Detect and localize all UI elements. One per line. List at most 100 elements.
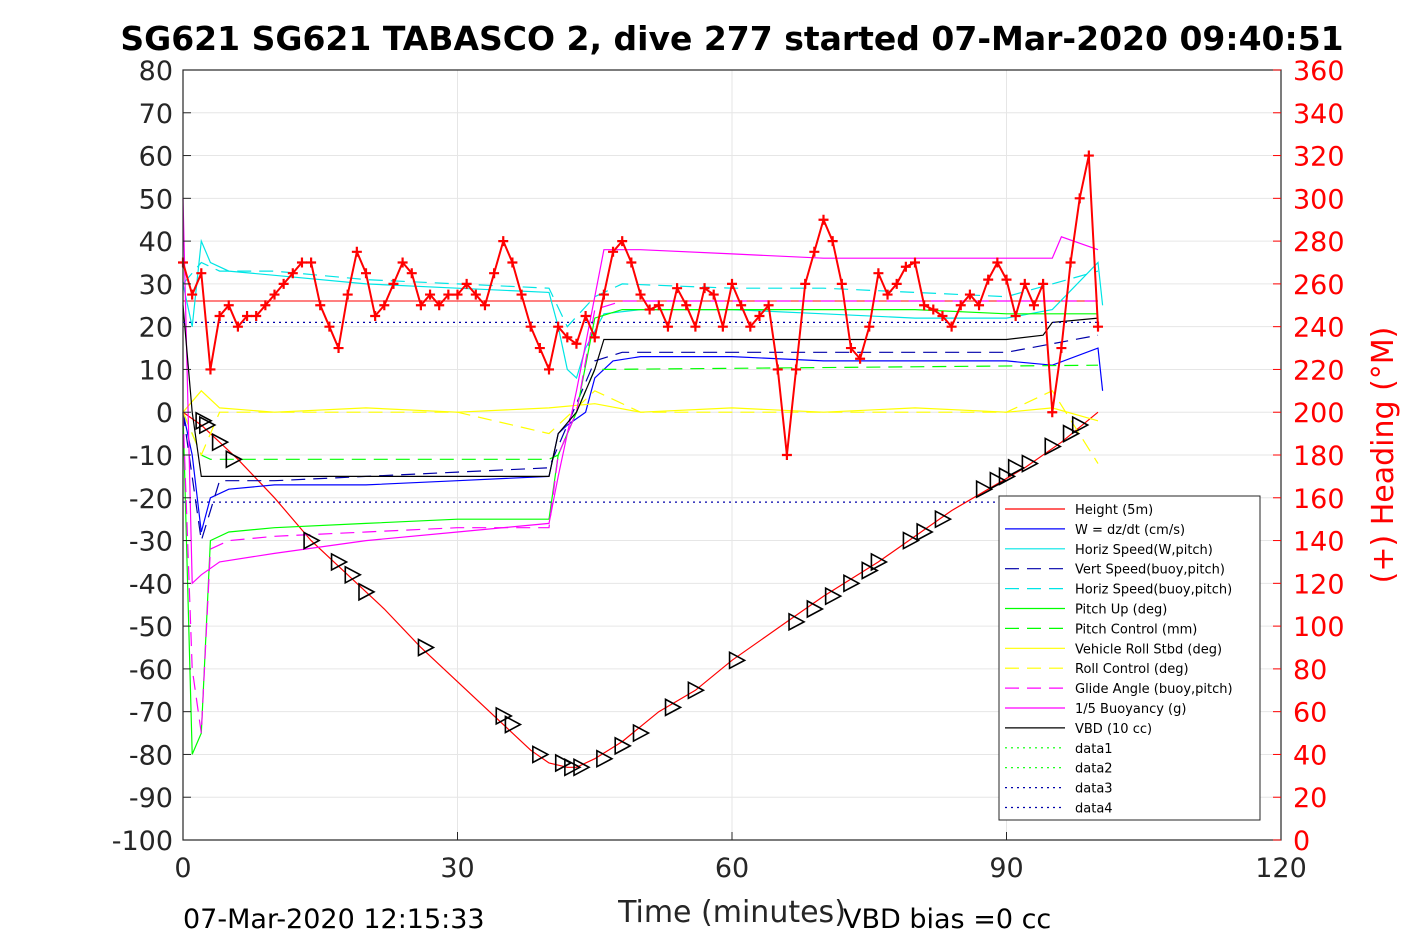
heading-marker	[1093, 321, 1103, 332]
legend: Height (5m) W = dz/dt (cm/s) Horiz Speed(W…	[998, 495, 1261, 821]
heading-marker	[534, 343, 545, 354]
heading-marker	[791, 364, 802, 375]
x-tick-label: 120	[1255, 853, 1307, 884]
y2-tick-label: 20	[1293, 783, 1327, 814]
y2-tick-label: 180	[1293, 441, 1345, 472]
heading-marker	[974, 300, 985, 311]
heading-marker	[1019, 278, 1030, 289]
heading-marker	[827, 236, 838, 247]
heading-marker	[800, 278, 811, 289]
heading-marker	[1001, 274, 1012, 285]
y2-tick-label: 80	[1293, 655, 1327, 686]
heading-marker	[278, 278, 289, 289]
heading-marker	[845, 343, 856, 354]
series-line-3	[182, 238, 1104, 380]
heading-marker	[260, 300, 271, 311]
series-line-2	[182, 347, 1104, 533]
legend-label-7: Pitch Control (mm)	[1075, 622, 1197, 637]
y-tick-label: -80	[129, 740, 173, 771]
depth-marker	[989, 471, 1008, 491]
x-tick-label: 60	[715, 853, 749, 884]
heading-marker	[242, 310, 253, 321]
depth-marker	[303, 531, 321, 550]
heading-marker	[333, 343, 344, 354]
heading-marker	[781, 450, 792, 460]
heading-marker	[745, 321, 756, 332]
heading-marker	[443, 289, 454, 300]
heading-marker	[397, 257, 408, 268]
depth-marker	[728, 650, 747, 670]
heading-marker	[214, 310, 225, 321]
heading-marker	[937, 310, 948, 321]
heading-marker	[269, 289, 280, 300]
y-tick-label: -70	[129, 698, 173, 729]
y-tick-label: 30	[139, 270, 173, 301]
depth-marker	[495, 706, 513, 726]
chart-title: SG621 SG621 TABASCO 2, dive 277 started …	[120, 19, 1343, 58]
y2-tick-label: 120	[1293, 569, 1345, 600]
depth-marker	[1071, 415, 1090, 435]
heading-marker	[425, 289, 436, 300]
depth-marker	[225, 449, 244, 469]
y2-tick-label: 140	[1293, 527, 1345, 558]
depth-marker	[532, 745, 550, 764]
heading-marker	[873, 268, 884, 279]
series-line-5	[182, 261, 1099, 328]
heading-marker	[562, 332, 573, 343]
heading-marker	[1010, 310, 1021, 321]
depth-marker	[195, 411, 213, 431]
series-line-4	[182, 334, 1099, 541]
y2-tick-label: 260	[1293, 270, 1345, 301]
y-tick-label: -50	[129, 612, 173, 643]
series-line-8	[182, 389, 1099, 422]
y2-tick-label: 240	[1293, 313, 1345, 344]
footer-vbd-bias: VBD bias =0 cc	[843, 904, 1051, 935]
heading-marker	[525, 321, 536, 332]
y-tick-label: 50	[139, 184, 173, 215]
heading-marker	[964, 289, 975, 300]
heading-marker	[489, 268, 500, 279]
y-tick-label: -10	[129, 441, 173, 472]
y-tick-label: -20	[129, 484, 173, 515]
depth-marker	[975, 479, 994, 499]
heading-marker	[553, 321, 564, 332]
y2-tick-label: 160	[1293, 484, 1345, 515]
heading-marker	[1074, 193, 1085, 204]
x-tick-label: 90	[989, 853, 1023, 884]
legend-box	[998, 495, 1261, 821]
heading-marker	[479, 300, 490, 311]
depth-marker	[687, 680, 706, 700]
heading-marker	[946, 321, 957, 332]
depth-marker	[554, 753, 573, 773]
heading-marker	[919, 300, 930, 311]
heading-marker	[662, 321, 673, 332]
legend-label-6: Pitch Up (deg)	[1075, 603, 1167, 618]
heading-marker	[461, 278, 472, 289]
series-line-11	[182, 198, 1099, 585]
legend-label-10: Glide Angle (buoy,pitch)	[1075, 682, 1233, 697]
heading-marker	[598, 289, 609, 300]
legend-label-11: 1/5 Buoyancy (g)	[1075, 702, 1186, 717]
heading-marker	[882, 289, 893, 300]
heading-marker	[589, 332, 600, 343]
heading-marker	[580, 310, 591, 321]
heading-marker	[1065, 257, 1076, 268]
heading-marker	[306, 257, 317, 268]
heading-marker	[1038, 278, 1049, 289]
depth-marker	[358, 582, 376, 602]
heading-marker	[626, 257, 637, 268]
y-tick-label: 0	[156, 398, 173, 429]
y-tick-label: 40	[139, 227, 173, 258]
heading-marker	[708, 289, 719, 300]
y2-tick-label: 280	[1293, 227, 1345, 258]
depth-marker	[573, 757, 591, 777]
heading-marker	[507, 257, 518, 268]
depth-marker	[211, 432, 230, 452]
y2-tick-label: 0	[1293, 826, 1310, 857]
heading-marker	[910, 257, 920, 268]
y2-tick-label: 220	[1293, 355, 1345, 386]
x-axis-label: Time (minutes)	[617, 895, 846, 930]
heading-marker	[900, 261, 911, 272]
heading-marker	[379, 300, 390, 311]
